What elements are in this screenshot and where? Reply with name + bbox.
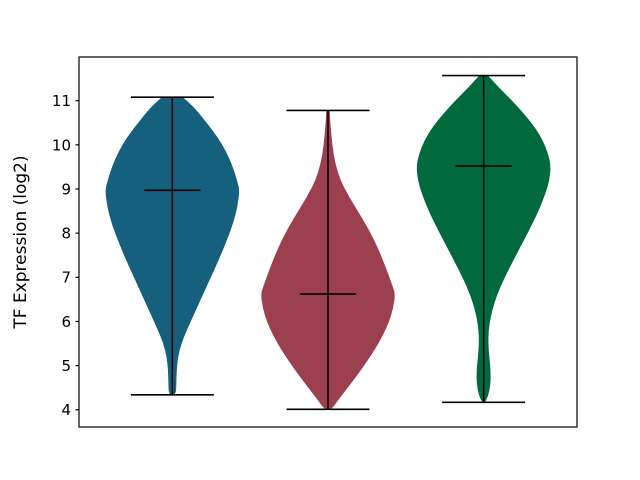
y-tick-label: 5 [61, 357, 71, 375]
y-tick-label: 6 [61, 313, 71, 331]
violin-3[interactable] [416, 74, 551, 404]
y-tick-label: 4 [61, 401, 71, 419]
y-axis-label-group: TF Expression (log2) [11, 155, 31, 329]
violin-bodies-group [105, 74, 551, 411]
y-tick-label: 8 [61, 225, 71, 243]
y-tick-label: 9 [61, 180, 71, 198]
y-tick-label: 11 [52, 92, 71, 110]
y-tick-label: 10 [52, 136, 71, 154]
axes-bounding-box [78, 56, 578, 428]
y-tick-label: 7 [61, 269, 71, 287]
axes-spines-group [78, 56, 578, 428]
violin-1[interactable] [105, 96, 240, 396]
y-axis-label: TF Expression (log2) [11, 155, 31, 329]
violin-2[interactable] [261, 109, 395, 411]
y-axis-ticks-group: 4 5 6 7 8 9 10 11 [52, 92, 79, 419]
